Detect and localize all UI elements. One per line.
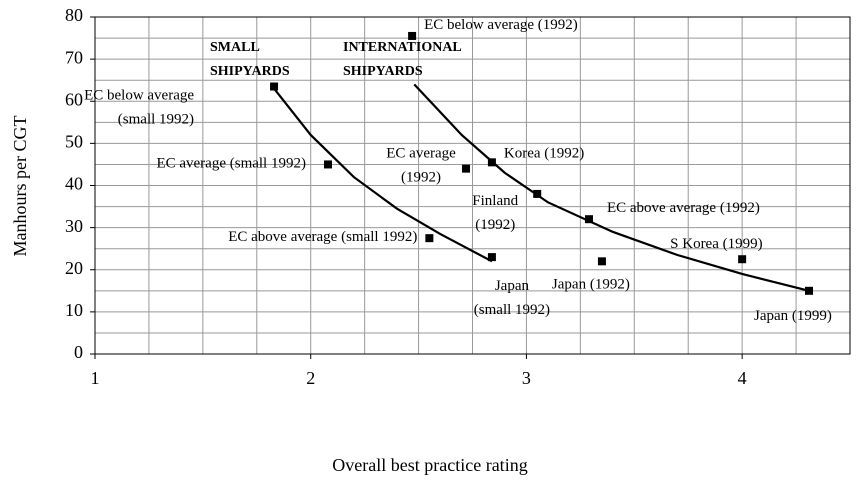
y-tick-label: 60 [65, 89, 83, 109]
point-label: EC average (1992) [386, 146, 456, 186]
point-label: EC above average (small 1992) [228, 230, 417, 246]
y-tick-label: 20 [65, 258, 83, 278]
data-point [408, 31, 417, 40]
point-label: Finland (1992) [472, 193, 518, 233]
y-axis-title: Manhours per CGT [10, 116, 30, 257]
data-point [462, 164, 471, 173]
point-label: EC below average (small 1992) [84, 88, 194, 128]
point-label: Korea (1992) [504, 146, 584, 162]
point-label: S Korea (1999) [670, 237, 762, 253]
point-label: EC above average (1992) [607, 201, 760, 217]
y-tick-label: 80 [65, 5, 83, 25]
data-point [584, 215, 593, 224]
point-label: EC average (small 1992) [156, 156, 306, 172]
data-point [487, 253, 496, 262]
point-label: Japan (1999) [754, 308, 832, 324]
data-point [323, 160, 332, 169]
y-tick-label: 0 [74, 342, 83, 362]
point-label: Japan (small 1992) [474, 279, 550, 319]
data-point [533, 189, 542, 198]
x-tick-label: 1 [91, 368, 100, 388]
annotation: INTERNATIONAL SHIPYARDS [343, 40, 462, 79]
data-point [597, 257, 606, 266]
data-point [270, 82, 279, 91]
annotation: SMALL SHIPYARDS [210, 40, 290, 79]
x-tick-label: 2 [306, 368, 315, 388]
x-axis-title: Overall best practice rating [332, 455, 527, 475]
data-point [487, 158, 496, 167]
y-tick-label: 70 [65, 47, 83, 67]
x-tick-label: 3 [522, 368, 531, 388]
y-tick-label: 40 [65, 174, 83, 194]
trend-curve [273, 87, 493, 263]
y-tick-label: 50 [65, 132, 83, 152]
y-tick-label: 10 [65, 300, 83, 320]
point-label: EC below average (1992) [424, 17, 578, 33]
data-point [738, 255, 747, 264]
y-tick-label: 30 [65, 216, 83, 236]
x-tick-label: 4 [738, 368, 747, 388]
data-point [425, 234, 434, 243]
point-label: Japan (1992) [552, 277, 630, 293]
data-point [805, 286, 814, 295]
trend-curve [413, 83, 810, 292]
